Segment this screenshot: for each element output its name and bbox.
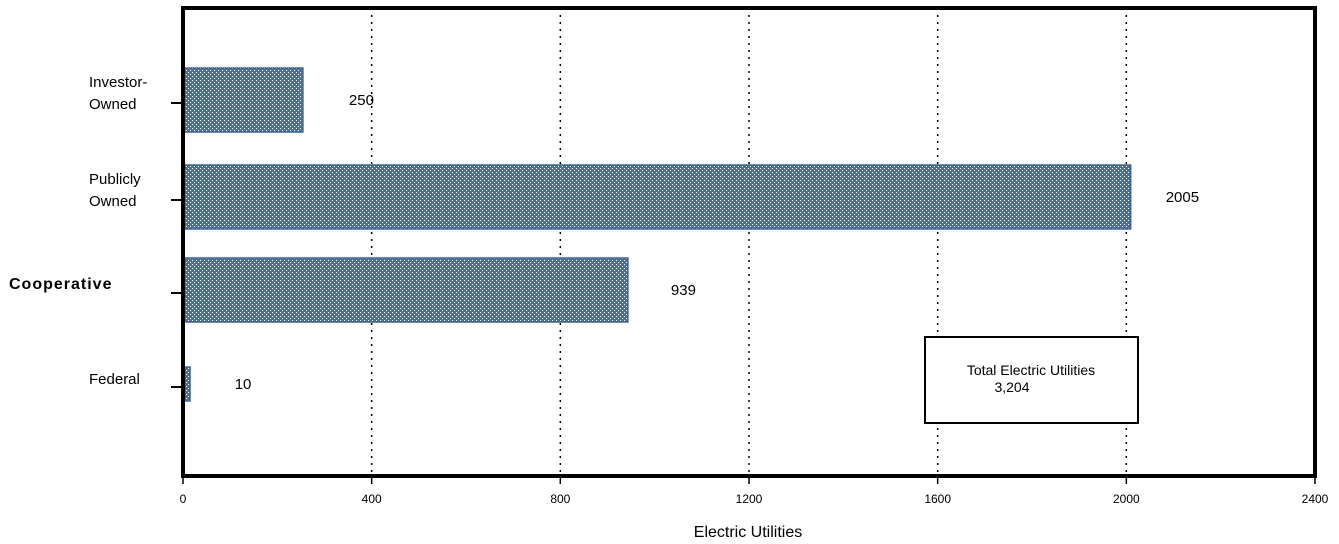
category-label: Cooperative bbox=[9, 276, 112, 293]
x-tick-label: 2400 bbox=[1302, 492, 1329, 506]
bar bbox=[184, 366, 191, 402]
category-label: Publicly Owned bbox=[89, 171, 141, 210]
grid-lines bbox=[370, 8, 1128, 476]
total-annotation-value: 3,204 bbox=[994, 379, 1029, 395]
x-tick-label: 0 bbox=[180, 492, 187, 506]
total-annotation-title: Total Electric Utilities bbox=[967, 362, 1095, 378]
x-tick-label: 400 bbox=[362, 492, 382, 506]
value-labels: 250 2005 939 10 bbox=[235, 92, 1199, 393]
x-tick-label: 2000 bbox=[1113, 492, 1140, 506]
value-label: 250 bbox=[349, 92, 374, 109]
total-annotation-box: Total Electric Utilities 3,204 bbox=[924, 336, 1139, 424]
x-tick-label: 1600 bbox=[924, 492, 951, 506]
x-ticks: 0 400 800 1200 1600 2000 2400 bbox=[180, 476, 1329, 506]
bar bbox=[184, 257, 629, 323]
value-label: 939 bbox=[671, 282, 696, 299]
value-label: 2005 bbox=[1166, 189, 1199, 206]
bars bbox=[184, 67, 1132, 402]
category-label: Federal bbox=[89, 371, 140, 388]
x-tick-label: 1200 bbox=[736, 492, 763, 506]
x-tick-label: 800 bbox=[550, 492, 570, 506]
bar bbox=[184, 164, 1132, 230]
category-labels: Investor-Owned Publicly Owned Cooperative Fe… bbox=[9, 74, 183, 388]
value-label: 10 bbox=[235, 376, 252, 393]
x-axis-title: Electric Utilities bbox=[694, 524, 802, 541]
bar bbox=[184, 67, 304, 133]
category-label: Investor-Owned bbox=[89, 74, 147, 113]
